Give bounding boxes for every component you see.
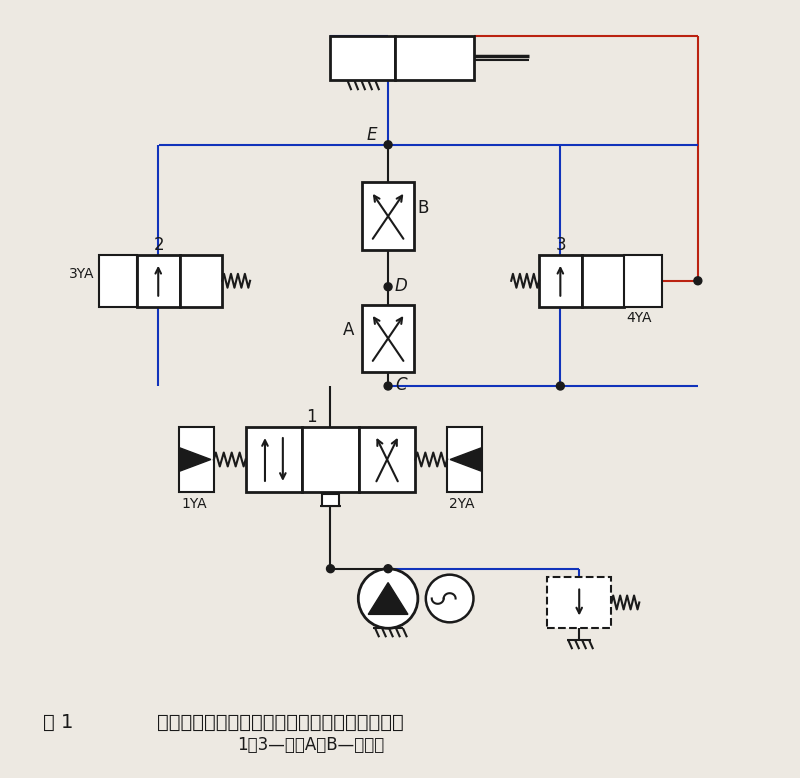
Text: 1YA: 1YA [181,496,206,510]
Polygon shape [179,447,211,471]
Text: C: C [395,376,406,394]
Bar [137,255,179,307]
Circle shape [384,565,392,573]
Text: B: B [418,199,430,217]
Circle shape [326,565,334,573]
Text: A: A [342,321,354,339]
Bar [179,427,214,492]
Bar [395,36,474,80]
Bar [547,576,611,629]
Bar [179,255,222,307]
Text: 图 1: 图 1 [42,713,73,731]
Circle shape [694,277,702,285]
Text: 3YA: 3YA [70,267,95,281]
Circle shape [358,569,418,629]
Bar [624,255,662,307]
Polygon shape [450,447,482,471]
Bar [362,183,414,250]
Text: 2YA: 2YA [449,496,474,510]
Text: 4YA: 4YA [626,311,652,325]
Text: 二调速阀串联的两工进速度换接现有回路原理图: 二调速阀串联的两工进速度换接现有回路原理图 [157,713,403,731]
Text: E: E [366,126,377,144]
Bar [99,255,137,307]
Bar [246,427,302,492]
Text: 1～3—阀；A，B—调速阀: 1～3—阀；A，B—调速阀 [237,737,384,755]
Bar [582,255,624,307]
Bar [362,305,414,372]
Bar [447,427,482,492]
Polygon shape [368,583,408,615]
Circle shape [384,141,392,149]
Circle shape [556,382,564,390]
Bar [358,427,415,492]
Circle shape [384,282,392,291]
Text: 3: 3 [555,236,566,254]
Bar [330,36,395,80]
Bar [322,494,339,506]
Bar [302,427,358,492]
Bar [539,255,582,307]
Circle shape [384,382,392,390]
Circle shape [426,575,474,622]
Text: 2: 2 [154,236,164,254]
Text: 1: 1 [306,408,317,426]
Text: D: D [395,277,408,295]
